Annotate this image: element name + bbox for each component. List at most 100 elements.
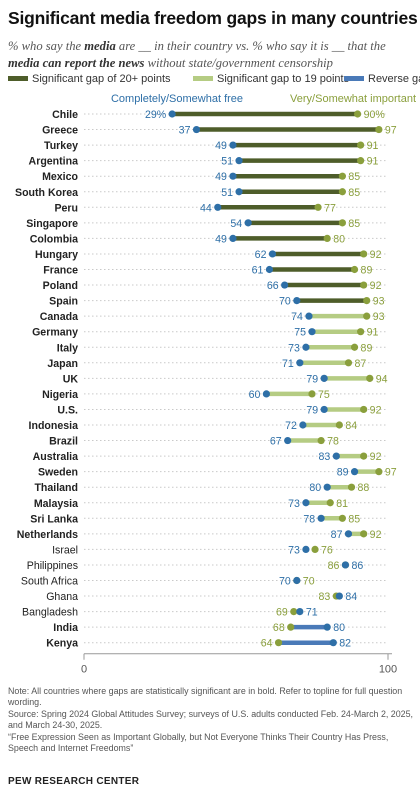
country-label: South Africa bbox=[21, 576, 78, 588]
important-value-label: 91 bbox=[367, 140, 379, 152]
brand-logo-text: PEW RESEARCH CENTER bbox=[8, 776, 140, 787]
country-label: UK bbox=[63, 373, 79, 385]
country-label: India bbox=[53, 622, 78, 634]
country-label: Australia bbox=[33, 451, 78, 463]
free-dot bbox=[299, 421, 307, 429]
important-value-label: 88 bbox=[358, 482, 370, 494]
free-dot bbox=[244, 219, 252, 227]
free-value-label: 80 bbox=[333, 622, 345, 634]
important-dot bbox=[338, 172, 346, 180]
country-label: Thailand bbox=[34, 482, 78, 494]
free-value-label: 80 bbox=[309, 482, 321, 494]
footer: Note: All countries where gaps are stati… bbox=[8, 686, 416, 754]
free-dot bbox=[350, 468, 359, 476]
free-value-label: 49 bbox=[215, 140, 227, 152]
free-dot bbox=[320, 405, 328, 414]
country-label: Canada bbox=[40, 311, 78, 323]
free-value-label: 51 bbox=[221, 156, 233, 168]
legend-label-small-gap: Significant gap to 19 points bbox=[217, 73, 350, 85]
legend-label-big-gap: Significant gap of 20+ points bbox=[32, 73, 171, 85]
country-label: Hungary bbox=[35, 249, 78, 261]
important-value-label: 69 bbox=[276, 607, 288, 619]
country-label: Sri Lanka bbox=[30, 513, 78, 525]
important-dot bbox=[323, 234, 331, 242]
important-value-label: 92 bbox=[370, 404, 382, 416]
important-value-label: 70 bbox=[303, 576, 315, 588]
legend: Significant gap of 20+ points Significan… bbox=[8, 73, 420, 89]
country-label: Philippines bbox=[27, 560, 78, 572]
free-dot bbox=[235, 188, 243, 196]
important-value-label: 90% bbox=[364, 109, 386, 121]
free-value-label: 29% bbox=[145, 109, 167, 121]
important-dot bbox=[344, 359, 353, 367]
x-tick-label: 0 bbox=[81, 664, 87, 676]
free-dot bbox=[293, 576, 301, 585]
important-value-label: 85 bbox=[348, 513, 360, 525]
free-dot bbox=[302, 343, 310, 351]
important-value-label: 92 bbox=[370, 249, 382, 261]
free-dot bbox=[296, 608, 304, 616]
free-dot bbox=[296, 359, 304, 367]
free-value-label: 66 bbox=[267, 280, 279, 292]
free-value-label: 73 bbox=[288, 544, 300, 556]
country-label: Germany bbox=[32, 327, 78, 339]
important-value-label: 97 bbox=[385, 125, 397, 137]
important-value-label: 97 bbox=[385, 467, 397, 479]
chart-title: Significant media freedom gaps in many c… bbox=[8, 8, 418, 28]
legend-swatch-big-gap bbox=[8, 75, 28, 81]
free-value-label: 79 bbox=[306, 373, 318, 385]
free-value-label: 62 bbox=[255, 249, 267, 261]
country-label: South Korea bbox=[15, 187, 78, 199]
important-dot bbox=[274, 639, 283, 647]
important-value-label: 92 bbox=[370, 280, 382, 292]
important-dot bbox=[338, 219, 346, 227]
country-label: Mexico bbox=[42, 171, 78, 183]
important-value-label: 91 bbox=[367, 327, 379, 339]
free-dot bbox=[229, 234, 237, 242]
important-dot bbox=[375, 125, 383, 134]
footer-report: “Free Expression Seen as Important Globa… bbox=[8, 731, 389, 754]
chart-subtitle: % who say the media are __ in their coun… bbox=[8, 38, 416, 71]
free-dot bbox=[214, 203, 222, 211]
important-value-label: 92 bbox=[370, 451, 382, 463]
legend-swatch-reverse-gap bbox=[344, 75, 364, 81]
subtitle-part-1: % who say the bbox=[8, 39, 85, 53]
important-dot bbox=[308, 390, 316, 398]
free-dot bbox=[168, 110, 176, 118]
free-dot bbox=[329, 639, 337, 647]
subtitle-part-4: media can report the news bbox=[8, 55, 145, 70]
series-label-free: Completely/Somewhat free bbox=[111, 93, 243, 105]
free-value-label: 83 bbox=[319, 451, 331, 463]
free-dot bbox=[265, 265, 274, 274]
free-value-label: 44 bbox=[200, 202, 212, 214]
free-dot bbox=[262, 390, 270, 398]
free-value-label: 86 bbox=[351, 560, 363, 572]
free-dot bbox=[235, 157, 243, 165]
free-dot bbox=[293, 297, 301, 305]
important-value-label: 87 bbox=[354, 358, 366, 370]
free-value-label: 74 bbox=[291, 311, 303, 323]
free-value-label: 37 bbox=[179, 125, 191, 137]
country-label: Spain bbox=[49, 296, 78, 308]
important-value-label: 93 bbox=[373, 296, 385, 308]
country-label: Brazil bbox=[49, 436, 78, 448]
free-value-label: 71 bbox=[282, 358, 294, 370]
important-value-label: 86 bbox=[328, 560, 340, 572]
free-dot bbox=[308, 328, 316, 336]
subtitle-part-5: without state/government censorship bbox=[144, 55, 333, 70]
important-value-label: 83 bbox=[319, 591, 331, 603]
footer-note: Note: All countries where gaps are stati… bbox=[8, 686, 403, 708]
free-dot bbox=[302, 545, 310, 553]
country-label: Kenya bbox=[46, 638, 78, 650]
free-value-label: 78 bbox=[303, 513, 315, 525]
legend-item-small-gap: Significant gap to 19 points bbox=[193, 73, 349, 85]
free-value-label: 87 bbox=[331, 529, 343, 541]
important-value-label: 89 bbox=[361, 342, 373, 354]
important-dot bbox=[375, 468, 383, 476]
important-dot bbox=[290, 608, 298, 616]
important-dot bbox=[360, 405, 368, 414]
free-value-label: 84 bbox=[345, 591, 357, 603]
free-value-label: 51 bbox=[221, 187, 233, 199]
free-value-label: 70 bbox=[279, 576, 291, 588]
free-dot bbox=[320, 374, 328, 382]
